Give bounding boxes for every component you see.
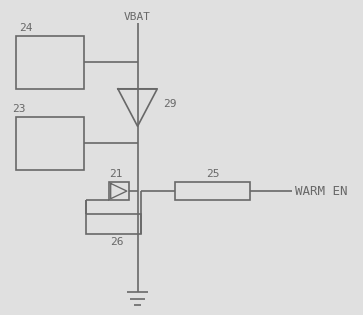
Bar (109, 182, 129, 200)
Text: VBAT: VBAT (124, 12, 151, 22)
Text: WARM EN: WARM EN (295, 185, 348, 198)
Text: 25: 25 (206, 169, 220, 179)
Bar (16, 117, 84, 170)
Text: 21: 21 (109, 169, 122, 179)
Text: 26: 26 (110, 237, 123, 247)
Bar (16, 36, 84, 89)
Text: 24: 24 (19, 23, 33, 33)
Bar (175, 182, 250, 200)
Bar (86, 214, 141, 234)
Text: 29: 29 (163, 100, 176, 109)
Text: 23: 23 (12, 104, 26, 114)
